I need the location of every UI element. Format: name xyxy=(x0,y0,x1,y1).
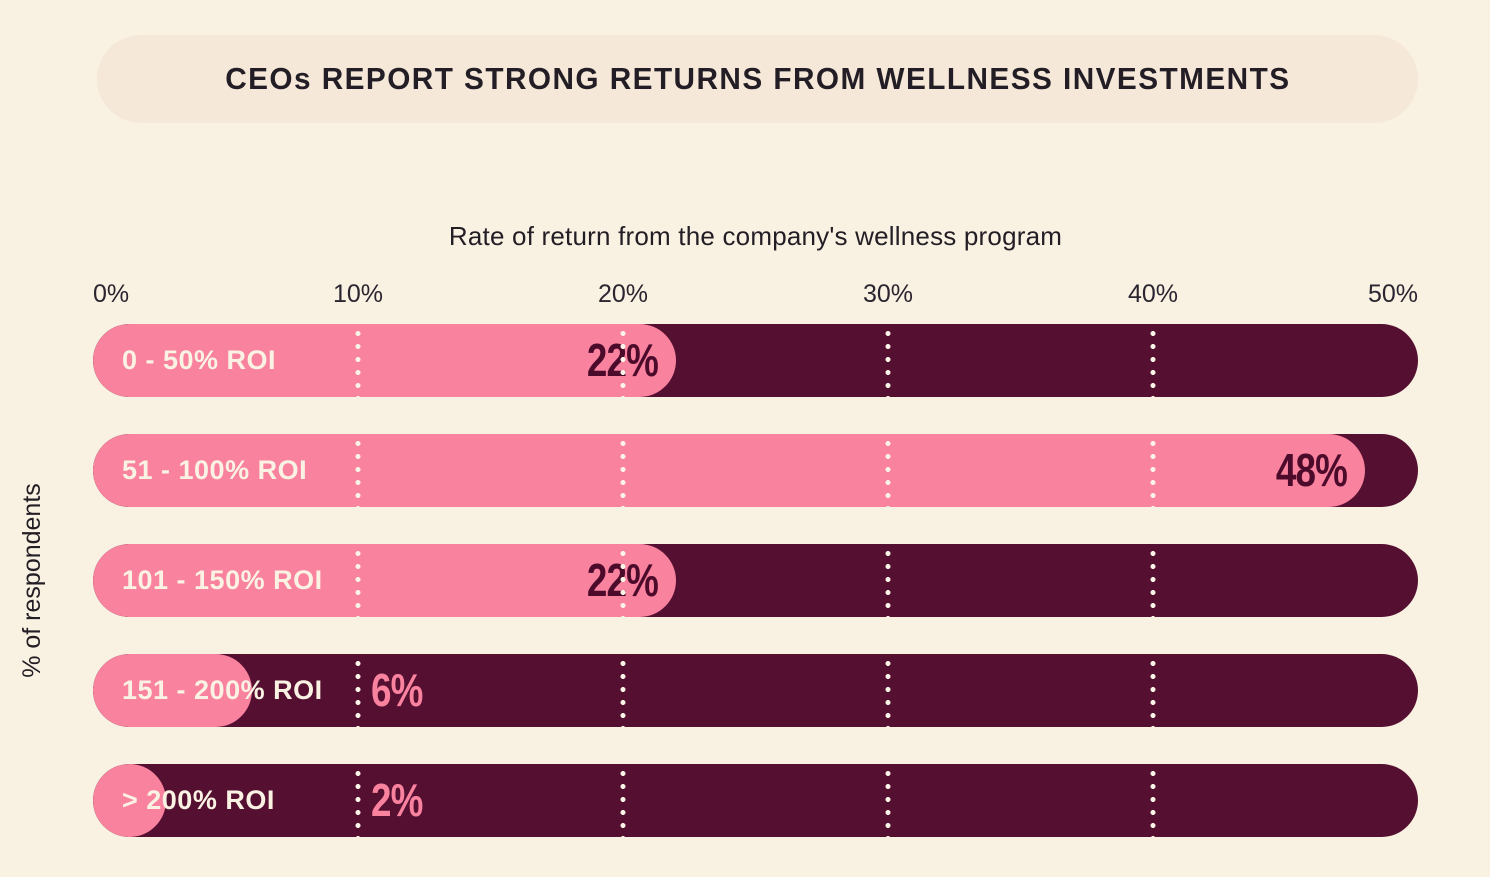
gridline-dotted xyxy=(355,544,361,617)
x-axis-tick-label: 50% xyxy=(1367,280,1418,308)
y-axis-title-container: % of respondents xyxy=(10,324,54,837)
bar-fill xyxy=(93,764,166,837)
bar-fill: 22% xyxy=(93,324,676,397)
y-axis-title: % of respondents xyxy=(17,483,46,678)
gridline-dotted xyxy=(1150,434,1156,507)
gridline-dotted xyxy=(885,324,891,397)
gridline-dotted xyxy=(355,764,361,837)
bar-fill: 22% xyxy=(93,544,676,617)
gridline-dotted xyxy=(620,544,626,617)
gridline-dotted xyxy=(885,434,891,507)
bar-category-label: 51 - 100% ROI xyxy=(122,455,308,485)
bar-category-label: 101 - 150% ROI xyxy=(122,565,323,595)
x-axis-tick-label: 20% xyxy=(597,280,649,308)
x-axis-tick-row: 0% 10% 20% 30% 40% 50% xyxy=(93,280,1418,312)
bar-row: > 200% ROI 2% xyxy=(93,764,1418,837)
gridline-dotted xyxy=(1150,764,1156,837)
gridline-dotted xyxy=(355,434,361,507)
chart-title: CEOs REPORT STRONG RETURNS FROM WELLNESS… xyxy=(224,61,1291,96)
x-axis-tick-label: 40% xyxy=(1127,280,1179,308)
gridline-dotted xyxy=(620,764,626,837)
x-axis-title: Rate of return from the company's wellne… xyxy=(448,221,1063,251)
bar-fill xyxy=(93,654,252,727)
gridline-dotted xyxy=(620,654,626,727)
bar-chart-plot-area: 22% 0 - 50% ROI 48% 51 - 100% ROI 22% 10… xyxy=(93,324,1418,837)
bar-row: 151 - 200% ROI 6% xyxy=(93,654,1418,727)
bar-value-label: 48% xyxy=(1275,443,1348,496)
bar-category-label: 0 - 50% ROI xyxy=(122,345,277,375)
bar-row: 22% 0 - 50% ROI xyxy=(93,324,1418,397)
bar-row: 48% 51 - 100% ROI xyxy=(93,434,1418,507)
bar-value-label: 6% xyxy=(371,663,423,716)
bar-category-label: > 200% ROI xyxy=(122,785,275,815)
gridline-dotted xyxy=(355,324,361,397)
gridline-dotted xyxy=(885,654,891,727)
x-axis-tick-label: 10% xyxy=(332,280,384,308)
gridline-dotted xyxy=(885,764,891,837)
x-axis-tick-label: 30% xyxy=(862,280,914,308)
gridline-dotted xyxy=(885,544,891,617)
gridline-dotted xyxy=(620,324,626,397)
title-banner: CEOs REPORT STRONG RETURNS FROM WELLNESS… xyxy=(97,35,1418,123)
bar-category-label: 151 - 200% ROI xyxy=(122,675,323,705)
gridline-dotted xyxy=(355,654,361,727)
gridline-dotted xyxy=(620,434,626,507)
x-axis-tick-label: 0% xyxy=(93,280,130,308)
gridline-dotted xyxy=(1150,544,1156,617)
gridline-dotted xyxy=(1150,324,1156,397)
bar-value-label: 2% xyxy=(371,773,423,826)
gridline-dotted xyxy=(1150,654,1156,727)
bar-row: 22% 101 - 150% ROI xyxy=(93,544,1418,617)
